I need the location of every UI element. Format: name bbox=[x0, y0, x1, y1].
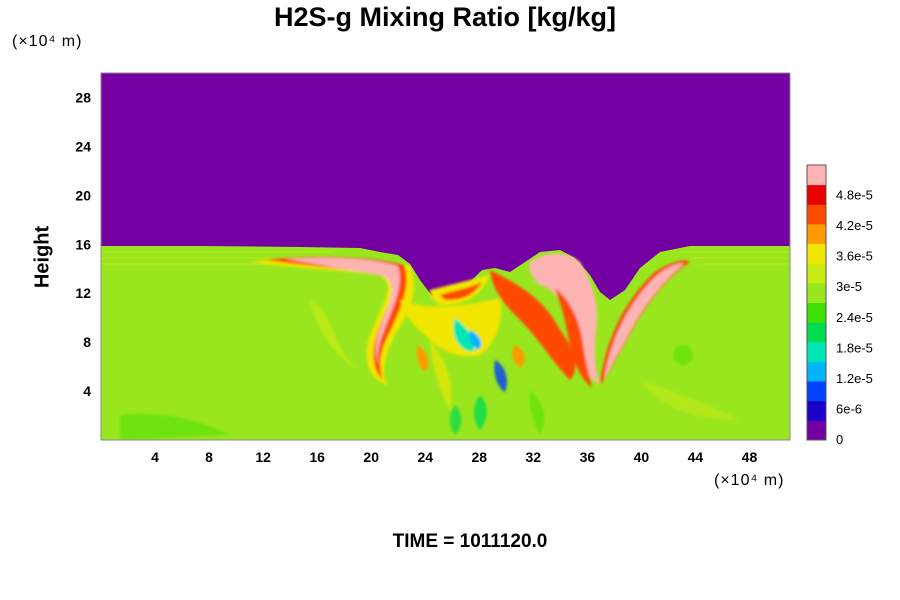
colorbar-swatch bbox=[807, 204, 826, 225]
colorbar-swatch bbox=[807, 420, 826, 441]
colorbar-swatch bbox=[807, 223, 826, 245]
upper-layer bbox=[101, 73, 790, 300]
x-tick-label: 40 bbox=[634, 449, 650, 465]
chart-title: H2S-g Mixing Ratio [kg/kg] bbox=[273, 2, 616, 32]
x-tick-label: 12 bbox=[255, 449, 271, 465]
colorbar-swatch bbox=[807, 381, 826, 402]
y-tick-label: 4 bbox=[83, 383, 91, 399]
colorbar-tick-label: 4.2e-5 bbox=[836, 218, 873, 233]
colorbar-tick-label: 6e-6 bbox=[836, 401, 862, 416]
x-tick-label: 32 bbox=[526, 449, 542, 465]
colorbar-tick-label: 0 bbox=[836, 432, 843, 447]
x-tick-label: 16 bbox=[309, 449, 325, 465]
y-tick-label: 16 bbox=[75, 236, 91, 252]
colorbar-swatch bbox=[807, 184, 826, 205]
x-tick-label: 28 bbox=[471, 449, 487, 465]
x-tick-label: 24 bbox=[417, 449, 433, 465]
colorbar-swatch bbox=[807, 322, 826, 343]
x-tick-label: 4 bbox=[151, 449, 159, 465]
colorbar-swatch bbox=[807, 165, 826, 186]
colorbar-swatch bbox=[807, 341, 826, 362]
colorbar-swatch bbox=[807, 243, 826, 264]
colorbar-tick-label: 1.2e-5 bbox=[836, 371, 873, 386]
colorbar-tick-label: 3e-5 bbox=[836, 279, 862, 294]
y-tick-label: 24 bbox=[75, 138, 91, 154]
y-axis-unit: (×10⁴ m) bbox=[12, 33, 83, 50]
y-tick-label: 20 bbox=[75, 187, 91, 203]
colorbar-swatch bbox=[807, 282, 826, 303]
x-tick-label: 44 bbox=[688, 449, 704, 465]
colorbar-swatch bbox=[807, 263, 826, 284]
x-tick-label: 20 bbox=[363, 449, 379, 465]
colorbar-tick-label: 3.6e-5 bbox=[836, 249, 873, 264]
colorbar-tick-label: 4.8e-5 bbox=[836, 188, 873, 203]
x-tick-label: 48 bbox=[742, 449, 758, 465]
y-tick-label: 12 bbox=[75, 285, 91, 301]
colorbar-tick-label: 1.8e-5 bbox=[836, 340, 873, 355]
colorbar-swatch bbox=[807, 361, 826, 382]
y-tick-label: 28 bbox=[75, 89, 91, 105]
x-tick-label: 8 bbox=[205, 449, 213, 465]
colorbar-frame bbox=[806, 164, 827, 441]
x-axis-unit: (×10⁴ m) bbox=[714, 472, 785, 489]
y-tick-label: 8 bbox=[83, 334, 91, 350]
colorbar-swatch bbox=[807, 400, 826, 421]
colorbar-tick-label: 2.4e-5 bbox=[836, 310, 873, 325]
time-label: TIME = 1011120.0 bbox=[392, 531, 548, 552]
x-tick-label: 36 bbox=[580, 449, 596, 465]
colorbar-swatch bbox=[807, 302, 826, 323]
